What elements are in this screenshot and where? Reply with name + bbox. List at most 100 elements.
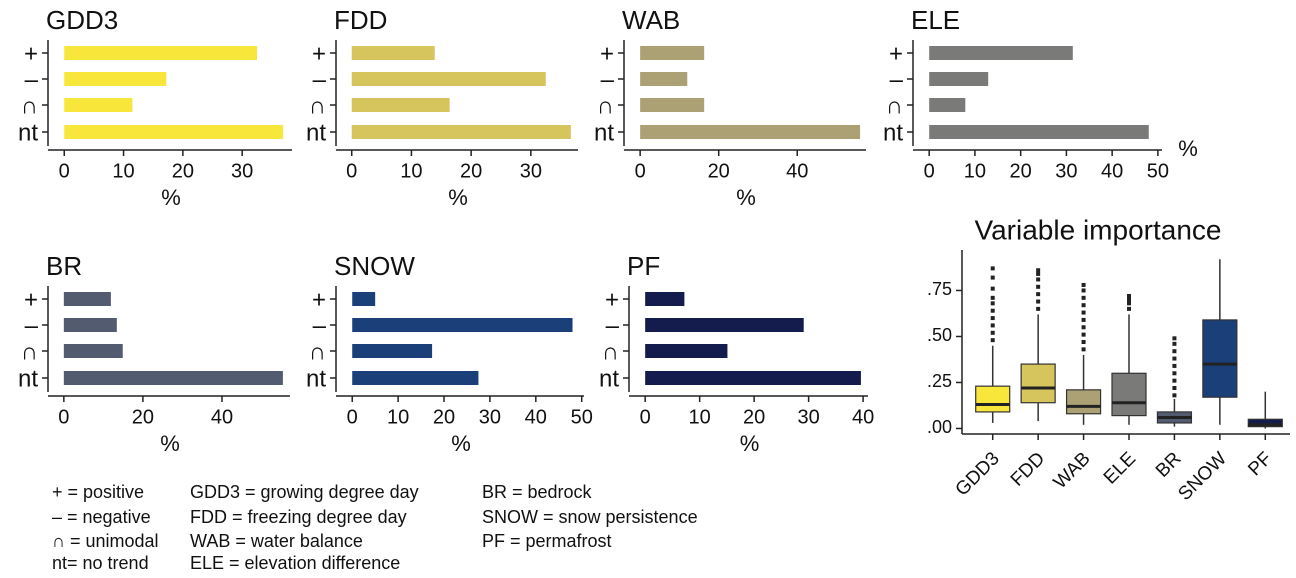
outlier — [990, 266, 995, 271]
x-tick-label: FDD — [1007, 448, 1049, 490]
bar — [63, 371, 283, 385]
legend-text: + = positive — [52, 482, 144, 502]
outlier — [1127, 306, 1131, 311]
box — [975, 385, 1011, 413]
legend-text: nt= no trend — [52, 553, 149, 573]
x-tick-label: 0 — [924, 160, 935, 182]
panel-title: PF — [627, 251, 660, 281]
bar — [640, 98, 705, 112]
legend-text: WAB = water balance — [190, 531, 363, 551]
x-tick-label: BR — [1152, 448, 1186, 482]
outlier — [1172, 393, 1177, 398]
y-tick-label: .75 — [927, 279, 952, 299]
outlier — [1081, 282, 1086, 287]
bar — [640, 125, 861, 139]
outlier — [1172, 386, 1177, 390]
x-tick-label: 20 — [1010, 160, 1032, 182]
outlier — [1081, 347, 1086, 352]
category-label: – — [313, 66, 327, 93]
bar — [351, 98, 450, 112]
x-tick-label: 50 — [571, 406, 593, 428]
x-tick-label: 10 — [964, 160, 986, 182]
box — [1202, 319, 1238, 398]
bar — [640, 46, 705, 60]
x-axis-label: % — [451, 431, 471, 456]
x-tick-label: 50 — [1147, 160, 1169, 182]
x-tick-label: 20 — [708, 160, 730, 182]
x-tick-label: 10 — [400, 160, 422, 182]
panel-title: FDD — [334, 5, 387, 35]
bar — [640, 72, 688, 86]
bar — [64, 125, 284, 139]
bar — [929, 125, 1149, 139]
bar — [352, 318, 573, 332]
outlier — [1036, 292, 1041, 297]
bar — [64, 98, 133, 112]
x-tick-label: 0 — [635, 160, 646, 182]
y-tick-label: .50 — [927, 325, 952, 345]
panel-title: WAB — [622, 5, 680, 35]
outlier — [1081, 340, 1086, 344]
outlier — [990, 301, 995, 306]
x-tick-label: 40 — [525, 406, 547, 428]
category-label: + — [312, 286, 326, 313]
outlier — [990, 295, 995, 300]
x-axis-label: % — [736, 185, 756, 210]
category-label: nt — [306, 365, 326, 392]
x-tick-label: 10 — [112, 160, 134, 182]
outlier — [990, 330, 995, 335]
box — [1247, 418, 1283, 428]
x-tick-label: 40 — [786, 160, 808, 182]
outlier — [990, 338, 995, 343]
outlier — [1127, 301, 1131, 306]
category-label: ∩ — [309, 92, 326, 119]
outlier — [1036, 299, 1041, 304]
x-tick-label: 0 — [58, 406, 69, 428]
bar — [929, 72, 989, 86]
outlier — [990, 308, 995, 313]
outlier — [1036, 271, 1041, 276]
outlier — [1172, 356, 1177, 361]
x-tick-label: 0 — [640, 406, 651, 428]
x-tick-label: 10 — [387, 406, 409, 428]
panel-title: ELE — [911, 5, 960, 35]
legend-text: GDD3 = growing degree day — [190, 482, 419, 502]
bar — [645, 344, 728, 358]
bar — [63, 318, 117, 332]
x-tick-label: 20 — [433, 406, 455, 428]
legend-text: PF = permafrost — [482, 531, 612, 551]
x-tick-label: 20 — [460, 160, 482, 182]
legend-text: ELE = elevation difference — [190, 553, 400, 573]
category-label: nt — [883, 119, 903, 146]
category-label: nt — [18, 365, 38, 392]
x-axis-label: % — [740, 431, 760, 456]
bar — [352, 292, 376, 306]
x-tick-label: 40 — [1101, 160, 1123, 182]
panel-title: SNOW — [334, 251, 415, 281]
category-label: – — [25, 66, 39, 93]
category-label: – — [606, 312, 620, 339]
x-axis-label: % — [161, 185, 181, 210]
y-tick-label: .25 — [927, 371, 952, 391]
outlier — [1036, 268, 1041, 273]
chart-title: Variable importance — [975, 214, 1222, 245]
x-tick-label: PF — [1244, 448, 1276, 480]
category-label: – — [313, 312, 327, 339]
category-label: ∩ — [309, 338, 326, 365]
bar — [645, 371, 861, 385]
outlier — [1172, 349, 1177, 354]
x-tick-label: GDD3 — [952, 448, 1004, 500]
category-label: + — [889, 40, 903, 67]
box — [1065, 389, 1102, 415]
bar — [929, 98, 966, 112]
panel-title: BR — [46, 251, 82, 281]
outlier — [990, 316, 995, 321]
x-tick-label: SNOW — [1174, 448, 1231, 505]
bar — [64, 46, 258, 60]
bar — [64, 72, 167, 86]
outlier — [1081, 310, 1086, 315]
bar — [351, 46, 435, 60]
x-tick-label: 30 — [520, 160, 542, 182]
box — [1111, 372, 1147, 417]
x-tick-label: 0 — [59, 160, 70, 182]
